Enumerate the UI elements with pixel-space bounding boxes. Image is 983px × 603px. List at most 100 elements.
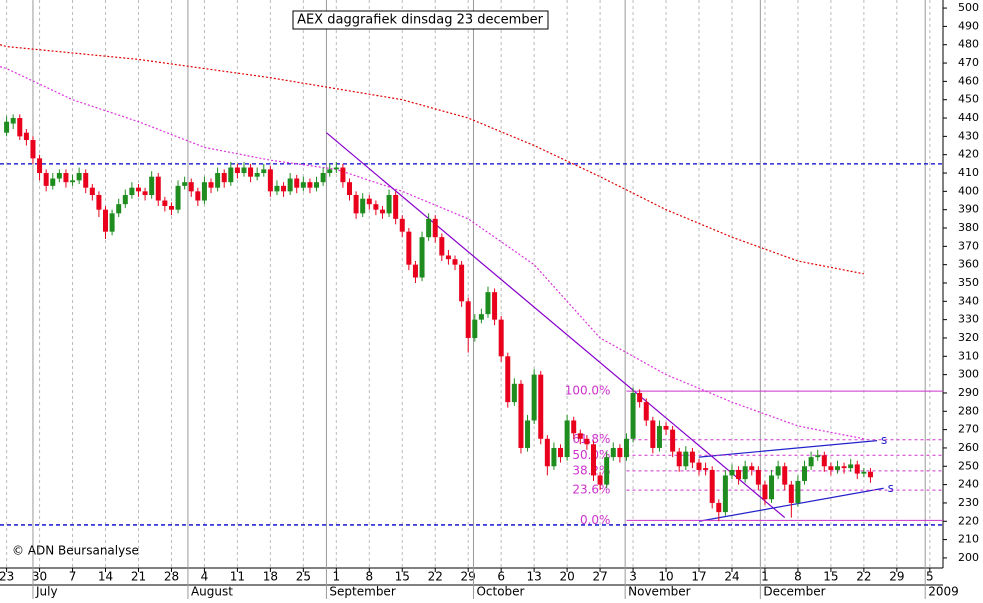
candle-body xyxy=(716,502,722,513)
candle-body xyxy=(452,259,458,265)
candle-body xyxy=(670,429,676,452)
candle-body xyxy=(821,455,827,467)
candle-body xyxy=(254,173,260,177)
x-tick-label: 13 xyxy=(527,570,542,584)
candle-body xyxy=(841,466,847,469)
y-tick-label: 450 xyxy=(958,93,979,106)
candle-body xyxy=(485,292,491,315)
candle-body xyxy=(320,173,326,183)
candle-body xyxy=(802,466,808,481)
moving-average xyxy=(0,44,864,275)
candle-body xyxy=(50,178,56,186)
candle-body xyxy=(815,455,821,458)
chart-title: AEX daggrafiek dinsdag 23 december xyxy=(297,13,543,28)
candle-body xyxy=(83,173,89,188)
candle-body xyxy=(287,178,293,192)
candle-body xyxy=(373,204,379,210)
candle-body xyxy=(775,466,781,476)
candle-body xyxy=(109,213,115,232)
candle-body xyxy=(267,169,273,192)
candle-body xyxy=(208,182,214,188)
candle-body xyxy=(749,466,755,470)
y-tick-label: 460 xyxy=(958,74,979,87)
candle-body xyxy=(294,178,300,188)
x-tick-label: 23 xyxy=(0,570,14,584)
candle-body xyxy=(736,469,742,480)
y-tick-label: 260 xyxy=(958,441,979,454)
candle-body xyxy=(261,169,267,174)
x-tick-label: 1 xyxy=(332,570,340,584)
trendline xyxy=(698,440,878,458)
candle-body xyxy=(281,185,287,192)
candle-body xyxy=(769,475,775,500)
y-tick-label: 370 xyxy=(958,239,979,252)
y-tick-label: 500 xyxy=(958,1,979,14)
y-tick-label: 410 xyxy=(958,166,979,179)
candle-body xyxy=(4,121,10,133)
candle-body xyxy=(610,447,616,458)
candle-body xyxy=(135,187,141,192)
moving-average xyxy=(0,66,864,440)
month-label: October xyxy=(476,585,524,599)
candle-body xyxy=(518,383,524,448)
candle-body xyxy=(379,209,385,214)
month-label: August xyxy=(191,585,233,599)
month-label: July xyxy=(35,585,58,599)
candle-body xyxy=(333,167,339,170)
candle-body xyxy=(162,200,168,207)
candle-body xyxy=(116,204,122,214)
y-tick-label: 480 xyxy=(958,38,979,51)
x-tick-label: 10 xyxy=(658,570,673,584)
candle-body xyxy=(637,392,643,403)
candle-body xyxy=(221,173,227,183)
candle-body xyxy=(465,301,471,338)
candle-body xyxy=(195,191,201,201)
candle-body xyxy=(412,264,418,278)
x-tick-label: 30 xyxy=(32,570,47,584)
y-tick-label: 440 xyxy=(958,111,979,124)
candle-body xyxy=(597,475,603,485)
x-tick-label: 1 xyxy=(761,570,769,584)
y-tick-label: 250 xyxy=(958,459,979,472)
x-tick-label: 22 xyxy=(856,570,871,584)
candle-body xyxy=(703,468,709,470)
y-tick-label: 270 xyxy=(958,423,979,436)
candle-body xyxy=(584,438,590,445)
candle-body xyxy=(406,231,412,265)
x-tick-label: 3 xyxy=(629,570,637,584)
candle-body xyxy=(590,444,596,476)
candle-body xyxy=(571,420,577,434)
candle-body xyxy=(327,169,333,174)
candle-body xyxy=(650,420,656,448)
y-tick-label: 490 xyxy=(958,19,979,32)
candle-body xyxy=(353,195,359,214)
candle-body xyxy=(300,182,306,188)
candle-body xyxy=(122,195,128,205)
candle-body xyxy=(274,185,280,192)
candle-body xyxy=(617,447,623,458)
candle-body xyxy=(656,425,662,448)
candle-body xyxy=(505,356,511,403)
x-tick-label: 22 xyxy=(428,570,443,584)
y-tick-label: 470 xyxy=(958,56,979,69)
x-tick-label: 6 xyxy=(497,570,505,584)
candle-body xyxy=(478,314,484,320)
x-tick-label: 28 xyxy=(164,570,179,584)
candle-body xyxy=(795,480,801,503)
candle-body xyxy=(538,374,544,439)
candle-body xyxy=(676,451,682,467)
candle-body xyxy=(722,475,728,513)
candle-body xyxy=(399,218,405,232)
x-tick-label: 27 xyxy=(592,570,607,584)
candle-body xyxy=(103,209,109,232)
candle-body xyxy=(544,438,550,467)
candle-body xyxy=(683,451,689,467)
candle-body xyxy=(188,182,194,192)
x-tick-label: 7 xyxy=(69,570,77,584)
candle-body xyxy=(742,466,748,480)
candle-body xyxy=(623,438,629,458)
candle-body xyxy=(241,167,247,174)
candle-body xyxy=(828,466,834,470)
candle-body xyxy=(762,484,768,500)
